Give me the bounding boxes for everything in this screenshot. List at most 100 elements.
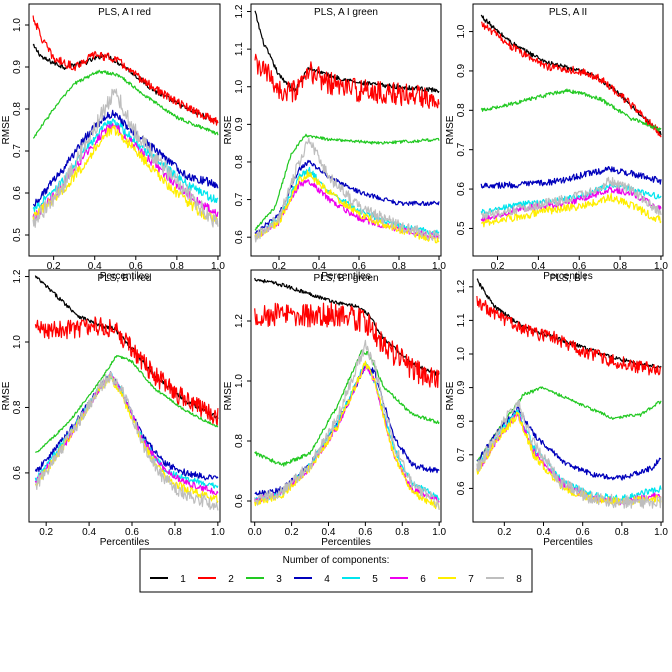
legend-entry-3: 3 bbox=[246, 574, 282, 585]
x-tick-label: 0.8 bbox=[613, 261, 627, 272]
y-axis-label: RMSE bbox=[223, 115, 234, 144]
x-axis-label: Percentiles bbox=[543, 537, 592, 548]
y-tick-label: 1.0 bbox=[456, 347, 467, 361]
x-tick-label: 1.0 bbox=[432, 261, 446, 272]
series-line-3 bbox=[254, 349, 440, 467]
series-line-4 bbox=[476, 406, 662, 481]
y-tick-label: 0.6 bbox=[234, 230, 245, 244]
series-line-2 bbox=[481, 21, 662, 138]
x-tick-label: 0.2 bbox=[285, 527, 299, 538]
legend-entry-4: 4 bbox=[294, 574, 330, 585]
series-line-8 bbox=[254, 137, 440, 243]
x-tick-label: 0.6 bbox=[352, 261, 366, 272]
panel-title: PLS, B I red bbox=[98, 273, 152, 284]
x-tick-label: 0.4 bbox=[312, 261, 326, 272]
series-group bbox=[254, 277, 440, 511]
y-tick-label: 0.9 bbox=[234, 117, 245, 131]
y-tick-label: 0.9 bbox=[456, 380, 467, 394]
legend-entry-5: 5 bbox=[342, 574, 378, 585]
panel-title: PLS, A I green bbox=[314, 7, 378, 18]
chart-panel-3: PLS, A II 0.2 0.4 0.6 0.8 1.0 Percentiles 0.5 0.… bbox=[445, 3, 668, 282]
y-tick-label: 0.6 bbox=[456, 182, 467, 196]
y-tick-label: 1.0 bbox=[456, 24, 467, 38]
chart-panel-5: PLS, B I green 0.0 0.2 0.4 0.6 0.8 1.0 Percenti… bbox=[223, 269, 447, 548]
x-tick-label: 0.2 bbox=[47, 261, 61, 272]
series-group bbox=[254, 10, 440, 244]
series-line-7 bbox=[34, 374, 219, 504]
y-tick-label: 0.7 bbox=[456, 142, 467, 156]
x-tick-label: 0.4 bbox=[322, 527, 336, 538]
y-axis-label: RMSE bbox=[445, 115, 456, 144]
x-tick-label: 0.8 bbox=[168, 527, 182, 538]
y-tick-label: 0.8 bbox=[456, 103, 467, 117]
panel-title: PLS, A I red bbox=[98, 7, 151, 18]
series-group bbox=[480, 14, 662, 228]
x-tick-label: 1.0 bbox=[654, 527, 668, 538]
x-tick-label: 0.4 bbox=[531, 261, 545, 272]
y-tick-label: 1.2 bbox=[234, 314, 245, 328]
series-line-2 bbox=[254, 53, 440, 109]
y-axis-label: RMSE bbox=[445, 381, 456, 410]
plot-frame bbox=[472, 269, 664, 523]
y-tick-label: 1.0 bbox=[234, 374, 245, 388]
y-tick-label: 0.7 bbox=[234, 192, 245, 206]
series-line-8 bbox=[254, 339, 440, 511]
series-line-7 bbox=[254, 170, 440, 244]
y-tick-label: 0.8 bbox=[234, 434, 245, 448]
x-tick-label: 1.0 bbox=[211, 261, 225, 272]
legend: Number of components: 1 2 3 4 5 6 7 8 bbox=[139, 548, 533, 593]
x-tick-label: 0.8 bbox=[395, 527, 409, 538]
x-axis-label: Percentiles bbox=[321, 271, 370, 282]
series-line-3 bbox=[476, 386, 662, 462]
x-tick-label: 0.6 bbox=[576, 527, 590, 538]
legend-label: 1 bbox=[180, 574, 186, 585]
x-tick-label: 0.2 bbox=[497, 527, 511, 538]
chart-panel-2: PLS, A I green 0.2 0.4 0.6 0.8 1.0 Percentiles… bbox=[223, 3, 446, 282]
y-tick-label: 0.8 bbox=[12, 400, 23, 414]
series-line-4 bbox=[480, 166, 662, 189]
y-tick-label: 1.0 bbox=[234, 79, 245, 93]
panel-title: PLS, B I green bbox=[313, 273, 378, 284]
y-tick-label: 0.8 bbox=[456, 414, 467, 428]
panel-title: PLS, A II bbox=[549, 7, 587, 18]
x-tick-label: 0.2 bbox=[491, 261, 505, 272]
series-line-2 bbox=[34, 316, 219, 426]
legend-entry-2: 2 bbox=[198, 574, 234, 585]
legend-box bbox=[139, 548, 533, 593]
x-axis-label: Percentiles bbox=[100, 271, 149, 282]
y-tick-label: 1.1 bbox=[234, 42, 245, 56]
series-line-2 bbox=[32, 15, 219, 126]
legend-label: 5 bbox=[372, 574, 378, 585]
x-tick-label: 0.8 bbox=[615, 527, 629, 538]
x-tick-label: 1.0 bbox=[211, 527, 225, 538]
x-tick-label: 0.2 bbox=[272, 261, 286, 272]
legend-entries: 1 2 3 4 5 6 7 8 bbox=[150, 574, 522, 585]
series-line-2 bbox=[254, 302, 440, 389]
y-tick-label: 1.2 bbox=[12, 269, 23, 283]
y-tick-label: 0.8 bbox=[12, 102, 23, 116]
x-tick-label: 1.0 bbox=[654, 261, 668, 272]
y-tick-label: 0.7 bbox=[456, 447, 467, 461]
x-tick-label: 0.2 bbox=[39, 527, 53, 538]
series-line-7 bbox=[480, 193, 662, 228]
x-tick-label: 0.8 bbox=[170, 261, 184, 272]
legend-label: 6 bbox=[420, 574, 426, 585]
x-axis-label: Percentiles bbox=[543, 271, 592, 282]
y-tick-label: 1.2 bbox=[234, 4, 245, 18]
x-tick-label: 0.6 bbox=[358, 527, 372, 538]
series-line-4 bbox=[32, 109, 219, 207]
y-tick-label: 0.9 bbox=[12, 60, 23, 74]
plot-frame bbox=[28, 269, 221, 523]
legend-entry-7: 7 bbox=[438, 574, 474, 585]
legend-title: Number of components: bbox=[283, 555, 390, 566]
legend-entry-8: 8 bbox=[486, 574, 522, 585]
x-tick-label: 0.8 bbox=[392, 261, 406, 272]
series-line-3 bbox=[480, 88, 662, 132]
series-line-3 bbox=[254, 133, 440, 231]
series-line-8 bbox=[32, 88, 219, 228]
y-axis-label: RMSE bbox=[223, 381, 234, 410]
series-group bbox=[34, 275, 219, 511]
x-tick-label: 1.0 bbox=[432, 527, 446, 538]
y-tick-label: 0.6 bbox=[12, 466, 23, 480]
